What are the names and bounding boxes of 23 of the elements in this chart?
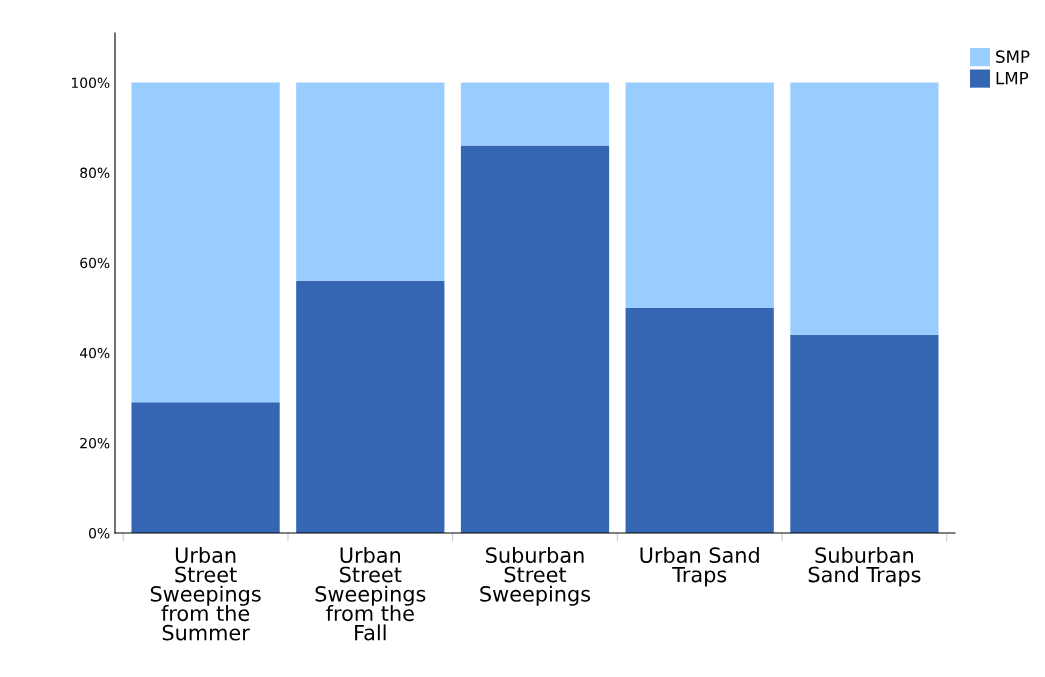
x-tick-label: Suburban Street Sweepings bbox=[480, 546, 591, 606]
x-tick-label: Urban Street Sweepings from the Fall bbox=[315, 546, 426, 641]
bar bbox=[625, 307, 774, 533]
bar bbox=[790, 334, 939, 533]
y-tick-label: 20% bbox=[80, 437, 110, 449]
bar bbox=[131, 82, 280, 403]
y-tick-label: 40% bbox=[79, 347, 110, 359]
bar bbox=[460, 145, 610, 533]
y-tick-label: 80% bbox=[80, 167, 110, 179]
bar bbox=[790, 82, 939, 335]
bar bbox=[296, 280, 445, 533]
bar bbox=[625, 82, 774, 308]
legend-label: SMP bbox=[996, 50, 1030, 63]
bar bbox=[460, 82, 610, 146]
legend-label: LMP bbox=[996, 72, 1029, 85]
bar bbox=[296, 82, 445, 281]
x-tick-label: Urban Sand Traps bbox=[640, 546, 759, 587]
bar bbox=[131, 402, 280, 533]
y-tick-label: 60% bbox=[80, 257, 110, 269]
y-tick-label: 100% bbox=[71, 77, 110, 89]
x-tick-label: Suburban Sand Traps bbox=[808, 546, 921, 587]
y-tick-label: 0% bbox=[89, 527, 110, 539]
x-tick-label: Urban Street Sweepings from the Summer bbox=[150, 546, 261, 641]
